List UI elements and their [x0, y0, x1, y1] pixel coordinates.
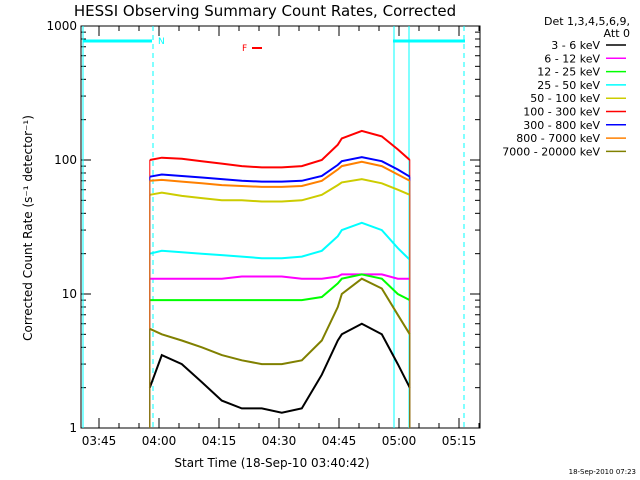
y-tick-label: 100	[54, 153, 77, 167]
x-tick-label: 04:15	[202, 434, 237, 448]
y-tick-label: 1	[69, 421, 77, 435]
legend-label: 800 - 7000 keV	[516, 132, 600, 145]
y-tick-label: 10	[62, 287, 77, 301]
marker-n: N	[158, 37, 165, 47]
x-tick-label: 04:00	[142, 434, 177, 448]
legend-header-line-1: Det 1,3,4,5,6,9,	[544, 15, 630, 28]
series-line	[149, 273, 411, 302]
chart-title: HESSI Observing Summary Count Rates, Cor…	[74, 2, 456, 20]
x-tick-label: 04:45	[322, 434, 357, 448]
y-axis-label: Corrected Count Rate (s⁻¹ detector⁻¹)	[21, 115, 35, 341]
series-line	[149, 178, 411, 203]
series-line	[149, 221, 411, 261]
timestamp: 18-Sep-2010 07:23	[569, 468, 636, 476]
marker-f: F	[242, 44, 247, 54]
series-line	[149, 160, 411, 188]
plot-frame	[80, 25, 481, 429]
x-tick-label: 05:15	[442, 434, 477, 448]
legend-label: 100 - 300 keV	[523, 106, 600, 119]
x-axis-label: Start Time (18-Sep-10 03:40:42)	[174, 456, 369, 470]
legend-label: 6 - 12 keV	[544, 52, 600, 65]
legend-header-line-2: Att 0	[604, 27, 630, 40]
series-line	[148, 322, 411, 414]
series-line	[149, 129, 411, 169]
legend-label: 3 - 6 keV	[551, 39, 600, 52]
series-line	[149, 277, 411, 366]
y-tick-label: 1000	[46, 19, 77, 33]
legend-label: 25 - 50 keV	[537, 79, 600, 92]
x-tick-label: 04:30	[262, 434, 297, 448]
legend-label: 50 - 100 keV	[530, 92, 600, 105]
plot-layer: 1 10 100 1000 03:45 04:00 04:15 04:30 04:45 05:00…	[46, 19, 626, 448]
series-line	[149, 156, 411, 183]
legend-label: 7000 - 20000 keV	[502, 145, 600, 158]
legend-label: 12 - 25 keV	[537, 66, 600, 79]
legend-label: 300 - 800 keV	[523, 119, 600, 132]
x-tick-label: 05:00	[382, 434, 417, 448]
series-line	[149, 273, 410, 280]
x-tick-label: 03:45	[82, 434, 117, 448]
